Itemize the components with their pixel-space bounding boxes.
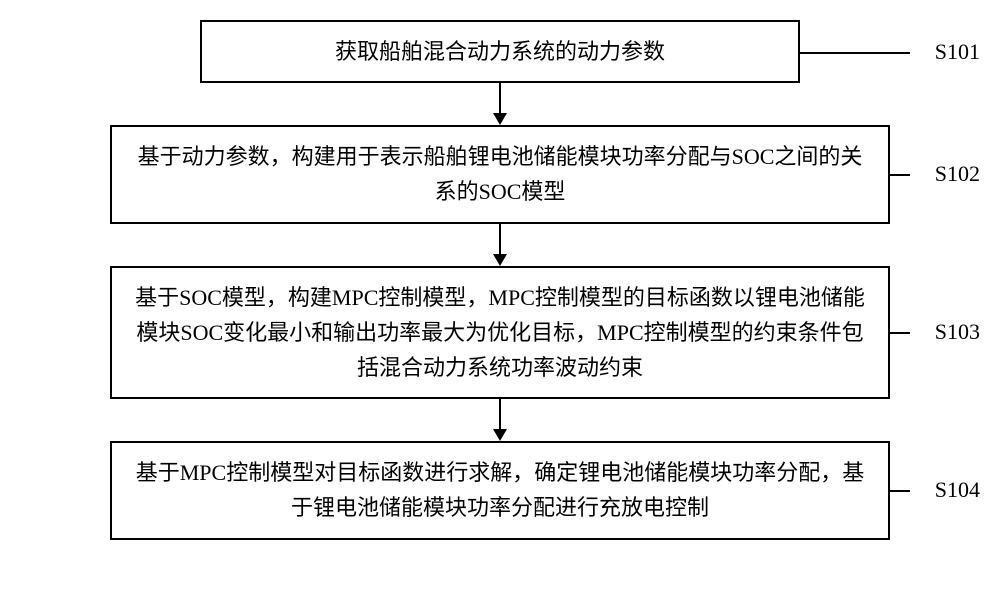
flowchart-box-s102: 基于动力参数，构建用于表示船舶锂电池储能模块功率分配与SOC之间的关系的SOC模… (110, 125, 890, 223)
step-label-s103: S103 (935, 319, 980, 345)
arrow-line (499, 83, 501, 113)
flowchart-box-s101: 获取船舶混合动力系统的动力参数 (200, 20, 800, 83)
label-connector (890, 332, 910, 334)
flowchart-container: 获取船舶混合动力系统的动力参数 S101 基于动力参数，构建用于表示船舶锂电池储… (20, 20, 980, 540)
arrow-line (499, 224, 501, 254)
arrow-line (499, 399, 501, 429)
arrow-head-icon (493, 429, 507, 441)
arrow-head-icon (493, 113, 507, 125)
label-connector (800, 52, 910, 54)
flowchart-arrow (20, 224, 980, 266)
flowchart-box-s104: 基于MPC控制模型对目标函数进行求解，确定锂电池储能模块功率分配，基于锂电池储能… (110, 441, 890, 539)
step-label-s102: S102 (935, 161, 980, 187)
label-connector (890, 174, 910, 176)
flowchart-box-s103: 基于SOC模型，构建MPC控制模型，MPC控制模型的目标函数以锂电池储能模块SO… (110, 266, 890, 400)
flowchart-row: 基于动力参数，构建用于表示船舶锂电池储能模块功率分配与SOC之间的关系的SOC模… (20, 125, 980, 223)
label-connector (890, 490, 910, 492)
flowchart-row: 获取船舶混合动力系统的动力参数 S101 (20, 20, 980, 83)
flowchart-row: 基于SOC模型，构建MPC控制模型，MPC控制模型的目标函数以锂电池储能模块SO… (20, 266, 980, 400)
step-label-s101: S101 (935, 39, 980, 65)
step-label-s104: S104 (935, 477, 980, 503)
arrow-head-icon (493, 254, 507, 266)
flowchart-arrow (20, 83, 980, 125)
flowchart-row: 基于MPC控制模型对目标函数进行求解，确定锂电池储能模块功率分配，基于锂电池储能… (20, 441, 980, 539)
flowchart-arrow (20, 399, 980, 441)
